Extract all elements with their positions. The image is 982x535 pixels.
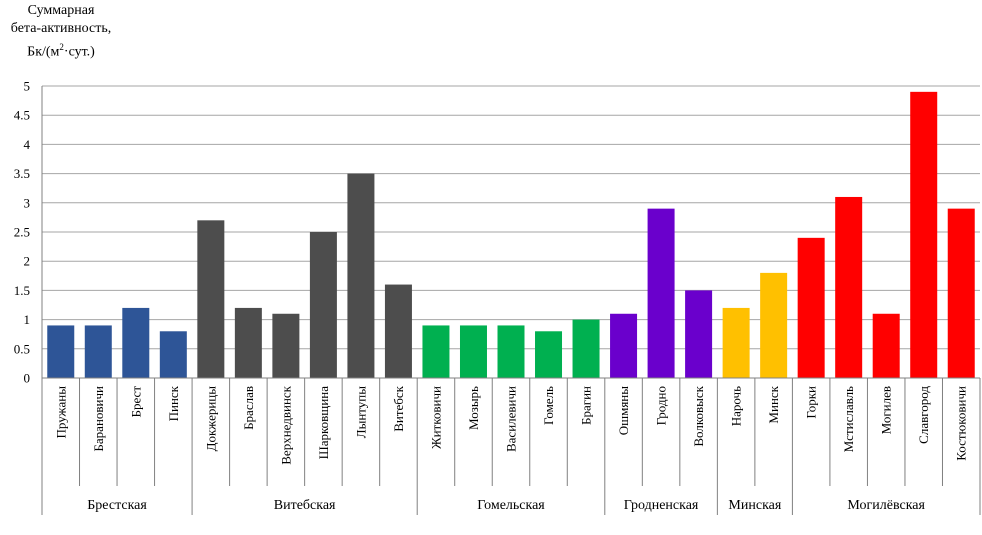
group-label: Минская <box>728 498 781 513</box>
x-tick-label: Нарочь <box>729 386 744 426</box>
x-tick-label: Гродно <box>654 386 669 425</box>
y-axis-title-unit: Бк/(м <box>27 44 60 60</box>
y-tick-label: 0.5 <box>14 341 30 356</box>
bar-Брагин <box>572 319 600 378</box>
y-tick-label: 3.5 <box>14 166 30 181</box>
bar-Ошмяны <box>610 313 638 378</box>
y-axis-title-line-1: Суммарная <box>27 3 95 18</box>
bar-Мозырь <box>459 325 487 378</box>
bar-Мстиславль <box>835 196 863 378</box>
x-tick-label: Докжерицы <box>203 386 218 452</box>
bar-Волковыск <box>685 290 713 378</box>
y-tick-label: 5 <box>24 79 31 94</box>
x-tick-label: Горки <box>804 386 819 419</box>
x-tick-label: Мстиславль <box>841 386 856 452</box>
x-tick-label: Василевичи <box>504 386 519 452</box>
x-tick-label: Шарковщина <box>316 386 331 460</box>
bar-Витебск <box>384 284 412 378</box>
group-label: Витебская <box>274 498 336 513</box>
bar-Минск <box>760 272 788 378</box>
bar-Шарковщина <box>309 232 337 378</box>
y-tick-label: 3 <box>24 195 31 210</box>
group-label: Могилёвская <box>847 498 925 513</box>
y-tick-label: 4.5 <box>14 108 30 123</box>
x-tick-label: Барановичи <box>91 386 106 452</box>
y-axis-title-exponent: 2 <box>59 42 64 52</box>
group-label: Гомельская <box>477 498 545 513</box>
bar-Верхнедвинск <box>272 313 300 378</box>
x-tick-label: Браслав <box>241 386 256 430</box>
y-tick-label: 1.5 <box>14 283 30 298</box>
y-tick-label: 2.5 <box>14 225 30 240</box>
x-tick-label: Гомель <box>541 386 556 425</box>
x-tick-label: Лынтупы <box>353 386 368 438</box>
bar-Браслав <box>234 307 262 378</box>
y-tick-label: 4 <box>24 137 31 152</box>
bar-Пинск <box>159 331 187 378</box>
x-tick-label: Пинск <box>166 385 181 421</box>
y-axis-title-line-3: Бк/(м2·сут.) <box>0 38 122 62</box>
x-tick-label: Могилев <box>879 386 894 434</box>
bar-Славгород <box>910 91 938 378</box>
bar-Василевичи <box>497 325 525 378</box>
x-tick-label: Мозырь <box>466 386 481 430</box>
x-tick-label: Брагин <box>579 386 594 425</box>
x-tick-label: Минск <box>766 385 781 423</box>
x-tick-label: Верхнедвинск <box>278 385 293 464</box>
x-tick-label: Волковыск <box>691 385 706 446</box>
bar-Костюковичи <box>947 208 975 378</box>
x-tick-label: Костюковичи <box>954 386 969 461</box>
x-tick-label: Ошмяны <box>616 386 631 436</box>
bar-Гомель <box>535 331 563 378</box>
x-tick-label: Житковичи <box>428 386 443 449</box>
y-axis-title-unit-rest: ·сут.) <box>63 44 95 60</box>
y-tick-label: 0 <box>24 371 31 386</box>
bar-Пружаны <box>47 325 75 378</box>
y-axis-title-line-2: бета-активность, <box>10 21 112 36</box>
bar-Нарочь <box>722 307 750 378</box>
x-tick-label: Витебск <box>391 385 406 431</box>
bar-Могилев <box>872 313 900 378</box>
bar-Докжерицы <box>197 220 225 378</box>
bar-Лынтупы <box>347 173 375 378</box>
group-label: Гродненская <box>624 498 699 513</box>
x-tick-label: Брест <box>128 386 143 418</box>
y-tick-label: 1 <box>24 312 31 327</box>
bar-Житковичи <box>422 325 450 378</box>
x-tick-label: Славгород <box>916 386 931 444</box>
bar-Горки <box>797 237 825 378</box>
y-tick-label: 2 <box>24 254 31 269</box>
bar-Барановичи <box>84 325 112 378</box>
group-label: Брестская <box>87 498 147 513</box>
x-tick-label: Пружаны <box>53 386 68 439</box>
bar-Гродно <box>647 208 675 378</box>
bar-Брест <box>122 307 150 378</box>
